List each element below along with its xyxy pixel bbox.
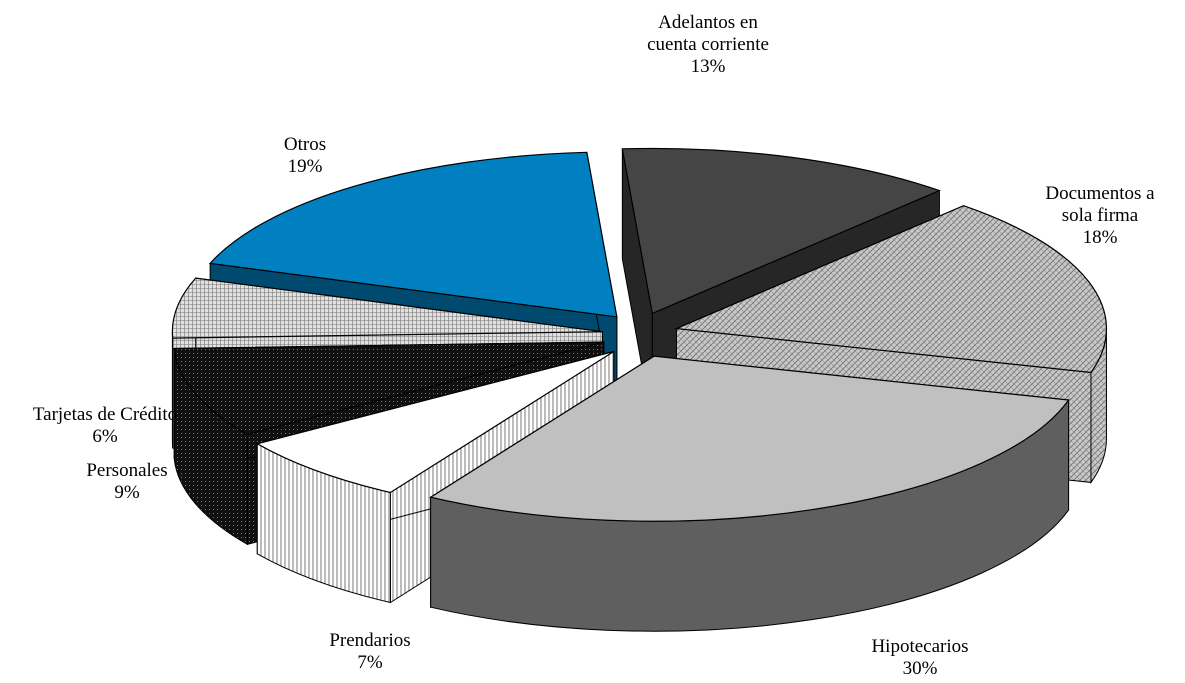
slice-top	[255, 350, 615, 494]
label-otros-pct: 19%	[287, 156, 323, 177]
label-adelantos-pct: 13%	[690, 56, 726, 77]
label-hipotecarios: Hipotecarios 30%	[840, 636, 1000, 680]
slice-top	[171, 277, 603, 339]
label-documentos-line2: sola firma	[1061, 205, 1139, 226]
label-prendarios-line1: Prendarios	[329, 630, 411, 651]
label-tarjetas: Tarjetas de Crédito 6%	[5, 404, 205, 448]
label-personales-pct: 9%	[114, 482, 140, 503]
label-otros: Otros 19%	[245, 134, 365, 178]
slice-top	[674, 205, 1108, 374]
label-hipotecarios-line1: Hipotecarios	[871, 636, 969, 657]
slice-top	[173, 341, 605, 435]
label-prendarios: Prendarios 7%	[300, 630, 440, 674]
label-documentos-pct: 18%	[1082, 227, 1118, 248]
label-documentos: Documentos a sola firma 18%	[1020, 183, 1180, 249]
label-prendarios-pct: 7%	[357, 652, 383, 673]
pie-slice-hipotecarios	[429, 355, 1070, 632]
label-tarjetas-line1: Tarjetas de Crédito	[32, 404, 178, 425]
label-tarjetas-pct: 6%	[92, 426, 118, 447]
label-otros-line1: Otros	[283, 134, 327, 155]
slice-top	[429, 355, 1070, 522]
slice-top	[621, 147, 942, 315]
label-hipotecarios-pct: 30%	[902, 658, 938, 679]
label-documentos-line1: Documentos a	[1045, 183, 1155, 204]
label-adelantos-line2: cuenta corriente	[647, 34, 769, 55]
label-personales-line1: Personales	[86, 460, 168, 481]
label-adelantos: Adelantos en cuenta corriente 13%	[598, 12, 818, 78]
slice-top	[208, 151, 618, 318]
label-personales: Personales 9%	[62, 460, 192, 504]
label-adelantos-line1: Adelantos en	[658, 12, 758, 33]
